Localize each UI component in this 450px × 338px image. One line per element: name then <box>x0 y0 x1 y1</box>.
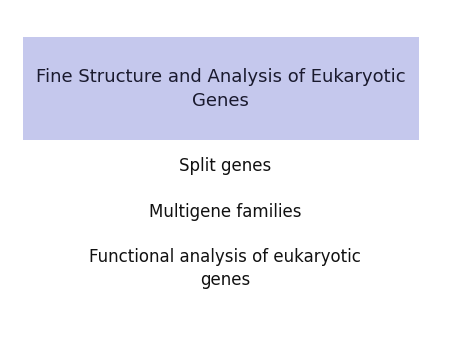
Text: Multigene families: Multigene families <box>149 203 301 221</box>
FancyBboxPatch shape <box>22 37 418 140</box>
Text: Functional analysis of eukaryotic
genes: Functional analysis of eukaryotic genes <box>89 248 361 289</box>
Text: Split genes: Split genes <box>179 157 271 175</box>
Text: Fine Structure and Analysis of Eukaryotic
Genes: Fine Structure and Analysis of Eukaryoti… <box>36 68 405 110</box>
